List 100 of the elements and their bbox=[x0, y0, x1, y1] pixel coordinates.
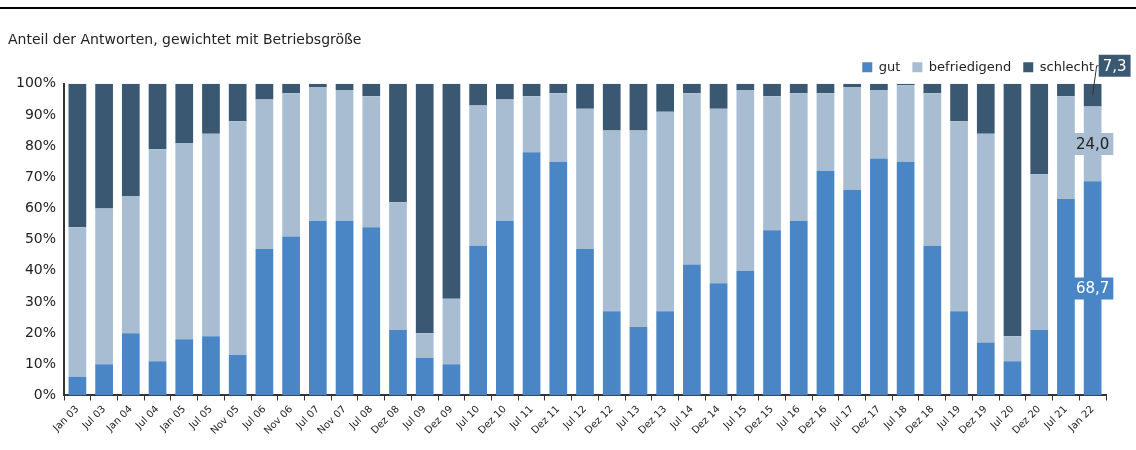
bar bbox=[282, 236, 300, 396]
bar bbox=[389, 83, 407, 203]
bar bbox=[870, 158, 888, 396]
bar bbox=[442, 83, 461, 299]
bar bbox=[522, 83, 541, 97]
bar bbox=[202, 133, 220, 337]
bar bbox=[469, 83, 487, 106]
bar bbox=[335, 83, 354, 91]
bar bbox=[950, 311, 968, 396]
chart-title: Anteil der Antworten, gewichtet mit Betriebsgröße bbox=[8, 31, 362, 48]
legend-label: gut bbox=[878, 58, 901, 74]
bar bbox=[976, 83, 995, 134]
bar bbox=[736, 90, 755, 271]
bar bbox=[415, 83, 434, 334]
bar bbox=[121, 333, 140, 396]
bar bbox=[335, 90, 354, 221]
bar bbox=[389, 330, 407, 396]
bar bbox=[549, 93, 568, 162]
bar bbox=[496, 220, 514, 396]
bar bbox=[469, 245, 487, 396]
bar bbox=[950, 83, 968, 122]
bar bbox=[816, 171, 835, 396]
data-label: 7,3 bbox=[1102, 56, 1127, 75]
bar bbox=[522, 152, 541, 396]
bar bbox=[629, 83, 648, 131]
y-tick-label: 60% bbox=[24, 199, 57, 216]
bar bbox=[950, 121, 968, 312]
bar bbox=[656, 111, 675, 312]
bar bbox=[870, 90, 888, 159]
bar bbox=[629, 326, 648, 396]
y-tick-label: 20% bbox=[24, 323, 57, 340]
bar bbox=[415, 358, 434, 396]
bar bbox=[763, 83, 781, 97]
bar bbox=[1003, 83, 1022, 337]
bar bbox=[442, 298, 461, 365]
bar bbox=[870, 83, 888, 91]
bar bbox=[95, 83, 113, 209]
y-tick-label: 10% bbox=[24, 354, 57, 371]
bar bbox=[976, 342, 995, 396]
bar bbox=[308, 86, 327, 221]
bar bbox=[175, 143, 194, 340]
bar bbox=[629, 130, 648, 327]
bar bbox=[121, 196, 140, 334]
bar bbox=[816, 83, 835, 94]
bar bbox=[255, 248, 274, 396]
y-tick-label: 100% bbox=[15, 74, 57, 91]
bar bbox=[228, 354, 247, 396]
bar bbox=[683, 93, 701, 265]
bar bbox=[683, 264, 701, 396]
bar bbox=[522, 96, 541, 153]
bar bbox=[175, 339, 194, 396]
bar bbox=[362, 96, 381, 228]
bar bbox=[843, 189, 862, 396]
bar bbox=[228, 83, 247, 122]
bar bbox=[763, 96, 781, 231]
bar bbox=[148, 361, 167, 396]
bar bbox=[576, 83, 594, 109]
bar bbox=[576, 248, 594, 396]
bar bbox=[709, 283, 728, 396]
bar bbox=[335, 220, 354, 396]
bar bbox=[709, 108, 728, 284]
bar bbox=[549, 161, 568, 396]
bar bbox=[576, 108, 594, 249]
y-tick-label: 70% bbox=[24, 167, 57, 184]
y-tick-label: 90% bbox=[24, 105, 57, 122]
bar bbox=[1003, 336, 1022, 362]
y-tick-label: 50% bbox=[24, 230, 57, 247]
bar bbox=[709, 83, 728, 109]
bar bbox=[896, 161, 915, 396]
legend-label: befriedigend bbox=[928, 58, 1012, 74]
bar bbox=[789, 220, 808, 396]
bar bbox=[1057, 83, 1075, 97]
y-tick-label: 0% bbox=[33, 386, 57, 403]
bar bbox=[736, 270, 755, 396]
bar bbox=[843, 83, 862, 87]
bar bbox=[255, 99, 274, 249]
bar bbox=[362, 227, 381, 396]
bar bbox=[656, 83, 675, 112]
bar bbox=[923, 93, 942, 246]
bar bbox=[68, 376, 87, 396]
bar bbox=[496, 99, 514, 221]
y-tick-label: 40% bbox=[24, 261, 57, 278]
bar bbox=[148, 83, 167, 150]
bar bbox=[308, 83, 327, 87]
y-tick-label: 30% bbox=[24, 292, 57, 309]
bar bbox=[789, 93, 808, 221]
bar bbox=[923, 245, 942, 396]
bar bbox=[496, 83, 514, 100]
bar bbox=[656, 311, 675, 396]
x-tick-label: Jul 04 bbox=[132, 403, 161, 432]
bar bbox=[415, 333, 434, 359]
bar bbox=[389, 202, 407, 331]
bar bbox=[602, 83, 621, 131]
bar bbox=[362, 83, 381, 97]
bar bbox=[282, 83, 300, 94]
bar bbox=[469, 105, 487, 246]
bar bbox=[789, 83, 808, 94]
bar bbox=[896, 85, 915, 162]
bar bbox=[148, 149, 167, 362]
bar bbox=[282, 93, 300, 237]
